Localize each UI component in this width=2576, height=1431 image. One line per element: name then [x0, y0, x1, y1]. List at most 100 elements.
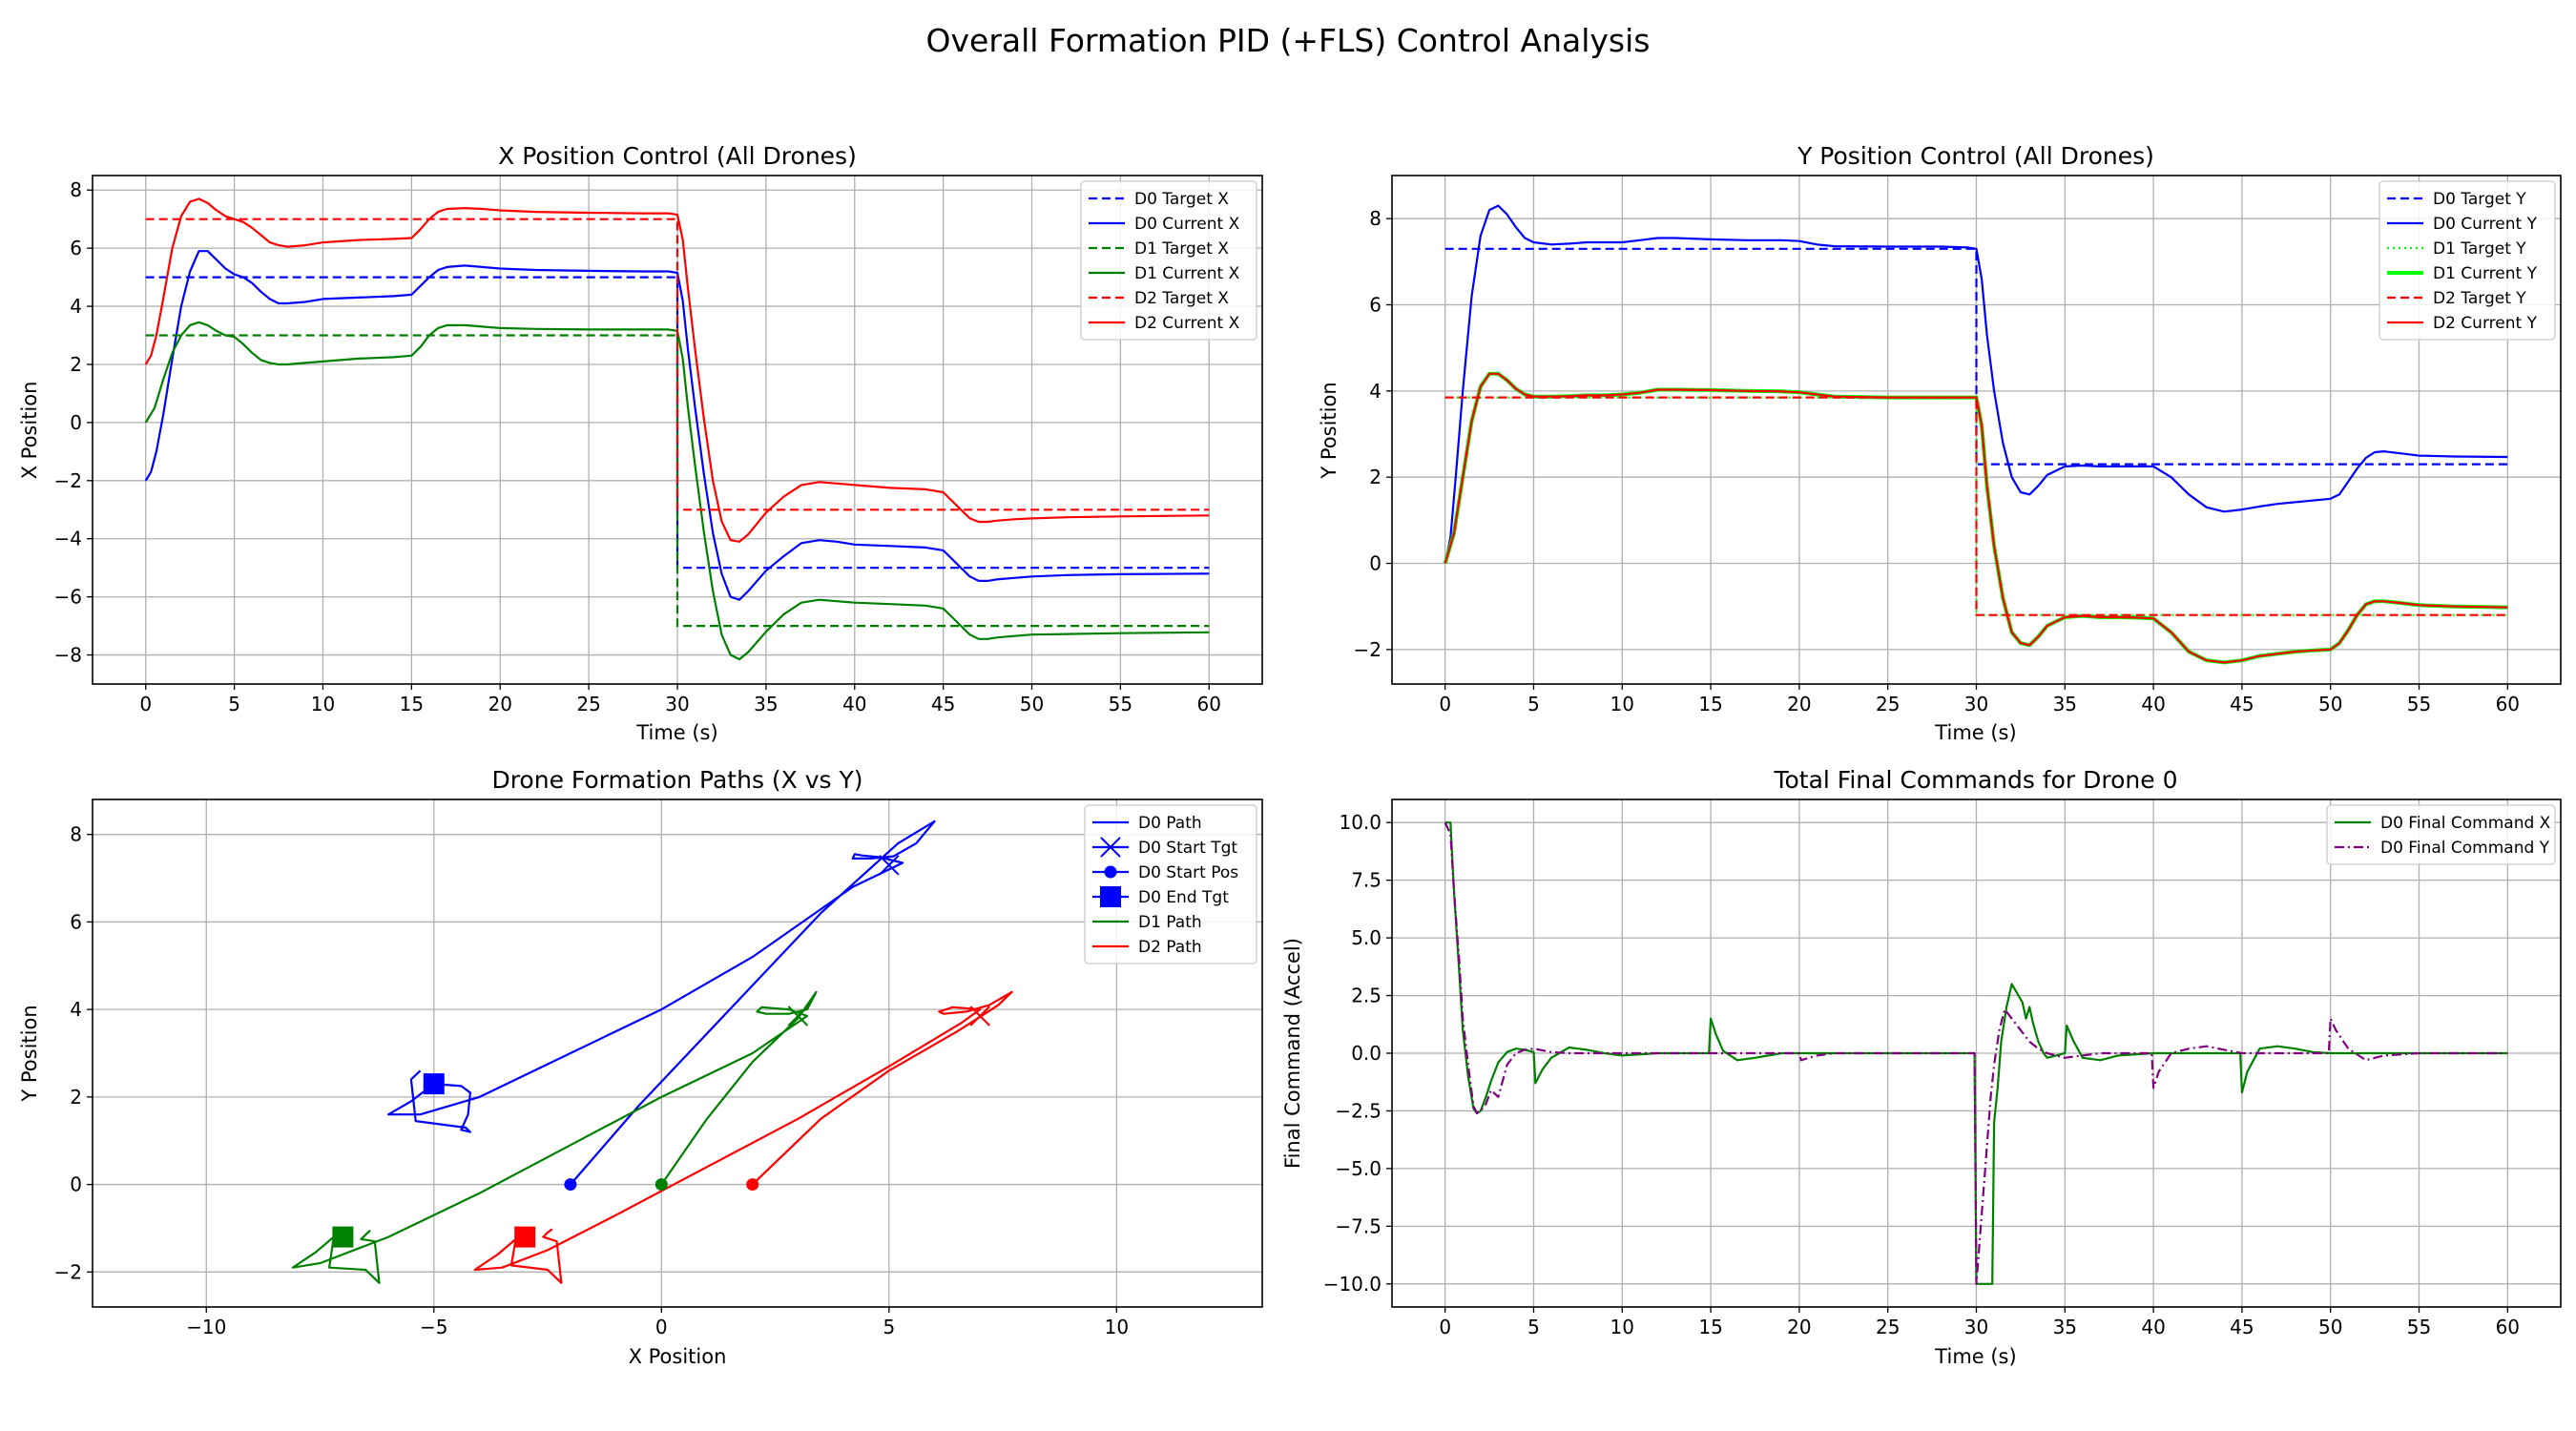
x-tick-label: 45: [931, 693, 955, 716]
y-tick-label: 0: [70, 1173, 82, 1196]
legend-item-d1-current-x: D1 Current X: [1089, 264, 1240, 283]
x-tick-label: 50: [1020, 693, 1044, 716]
x-tick-label: 45: [2230, 1316, 2254, 1338]
panel-cmd-ylabel: Final Command (Accel): [1281, 938, 1304, 1169]
y-tick-label: −7.5: [1335, 1214, 1381, 1237]
series-d1-path: [291, 990, 818, 1284]
x-tick-label: 10: [1105, 1316, 1129, 1338]
series-d0-final-command-x: [1444, 821, 2508, 1285]
marker-d2-start-pos: [746, 1178, 759, 1192]
x-tick-label: 15: [400, 693, 424, 716]
series-d1-current-x: [144, 321, 1210, 661]
x-tick-label: 40: [842, 693, 866, 716]
x-tick-label: 20: [488, 693, 512, 716]
legend: D0 Final Command X D0 Final Command Y: [2326, 804, 2556, 865]
legend-label: D0 Current Y: [2433, 215, 2538, 234]
x-tick-label: 55: [2407, 1316, 2431, 1338]
x-tick-label: 40: [2141, 1316, 2165, 1338]
x-tick-label: 35: [754, 693, 778, 716]
legend-marker: [1100, 886, 1121, 907]
x-tick-label: 30: [1964, 693, 1988, 716]
y-tick-label: 7.5: [1351, 869, 1381, 892]
x-tick-label: 0: [1439, 693, 1451, 716]
y-tick-label: −4: [54, 528, 82, 550]
series-d2-path: [473, 990, 1013, 1284]
x-tick-label: 0: [1439, 1316, 1451, 1338]
legend-item-d1-path: D1 Path: [1092, 913, 1202, 932]
panel-y-ylabel: Y Position: [1318, 382, 1340, 479]
grid: [93, 799, 1262, 1307]
x-tick-label: 10: [1610, 1316, 1634, 1338]
y-tick-label: −2: [54, 469, 82, 492]
y-tick-label: 4: [70, 998, 82, 1021]
series-d1-target-x: [145, 334, 1210, 628]
legend-item-d0-final-command-x: D0 Final Command X: [2335, 814, 2551, 833]
y-tick-label: 6: [1369, 294, 1381, 317]
legend-item-d1-target-x: D1 Target X: [1089, 239, 1229, 259]
panel-y-xlabel: Time (s): [1934, 721, 2016, 744]
axes-frame: [1391, 798, 2562, 1308]
x-tick-label: 60: [1197, 693, 1221, 716]
legend-box: [2379, 180, 2556, 341]
x-tick-label: 10: [311, 693, 335, 716]
y-tick-label: 5.0: [1351, 926, 1381, 949]
panel-formation-paths: Drone Formation Paths (X vs Y) X Positio…: [18, 766, 1263, 1368]
y-tick-label: 0: [70, 411, 82, 434]
legend: D0 Path D0 Start Tgt D0 Start Pos D0 End Tg…: [1084, 804, 1257, 964]
y-tick-label: 2.5: [1351, 985, 1381, 1007]
legend-item-d0-end-tgt: D0 End Tgt: [1092, 886, 1229, 907]
x-tick-label: 60: [2496, 693, 2520, 716]
legend-label: D1 Current X: [1134, 264, 1240, 283]
y-tick-label: 8: [70, 823, 82, 846]
y-tick-label: 4: [1369, 380, 1381, 403]
y-tick-label: 0.0: [1351, 1042, 1381, 1065]
legend-label: D0 Path: [1138, 814, 1202, 833]
legend-label: D2 Current Y: [2433, 314, 2538, 333]
y-tick-label: 0: [1369, 552, 1381, 575]
legend-item-d0-final-command-y: D0 Final Command Y: [2335, 839, 2550, 858]
legend-box: [1080, 180, 1257, 341]
y-tick-label: −2: [54, 1260, 82, 1283]
x-tick-label: 40: [2141, 693, 2165, 716]
legend-item-d0-current-x: D0 Current X: [1089, 215, 1240, 234]
panel-cmd-title: Total Final Commands for Drone 0: [1773, 766, 2177, 794]
panel-y-title: Y Position Control (All Drones): [1797, 142, 2154, 170]
legend-item-d0-current-y: D0 Current Y: [2387, 215, 2538, 234]
y-tick-label: −5.0: [1335, 1157, 1381, 1180]
x-tick-label: 20: [1787, 1316, 1811, 1338]
x-tick-label: 5: [228, 693, 240, 716]
x-tick-label: 55: [2407, 693, 2431, 716]
x-tick-label: 35: [2053, 1316, 2077, 1338]
legend-item-d2-current-x: D2 Current X: [1089, 314, 1240, 333]
y-tick-label: 2: [1369, 466, 1381, 488]
panel-x-title: X Position Control (All Drones): [498, 142, 857, 170]
y-tick-label: 4: [70, 295, 82, 318]
figure-suptitle: Overall Formation PID (+FLS) Control Ana…: [926, 22, 1651, 59]
x-tick-label: 35: [2053, 693, 2077, 716]
x-tick-label: 55: [1109, 693, 1132, 716]
legend-label: D0 Final Command Y: [2380, 839, 2550, 858]
legend-label: D1 Target X: [1134, 239, 1229, 259]
legend: D0 Target Y D0 Current Y D1 Target Y D1 Cur…: [2379, 180, 2556, 341]
y-tick-label: 10.0: [1339, 811, 1381, 834]
legend-marker: [1100, 837, 1121, 858]
legend-label: D0 End Tgt: [1138, 888, 1229, 907]
marker-d2-end-tgt: [514, 1226, 536, 1248]
marker-d1-end-tgt: [332, 1226, 354, 1248]
panel-x-ylabel: X Position: [18, 382, 41, 480]
x-tick-label: 0: [655, 1316, 668, 1338]
series-d0-path: [387, 819, 936, 1186]
legend-label: D1 Path: [1138, 913, 1202, 932]
x-tick-label: 5: [1527, 693, 1540, 716]
marker-d0-start-pos: [564, 1178, 577, 1192]
legend-label: D1 Target Y: [2433, 239, 2526, 259]
panel-x-xlabel: Time (s): [635, 721, 717, 744]
legend-item-d2-path: D2 Path: [1092, 938, 1202, 957]
series-d2-current-x: [144, 197, 1210, 543]
x-tick-label: 50: [2318, 693, 2342, 716]
legend-item-d0-target-x: D0 Target X: [1089, 190, 1229, 209]
x-tick-label: 15: [1698, 693, 1722, 716]
legend-box: [1084, 804, 1257, 964]
x-tick-label: 25: [1876, 1316, 1900, 1338]
